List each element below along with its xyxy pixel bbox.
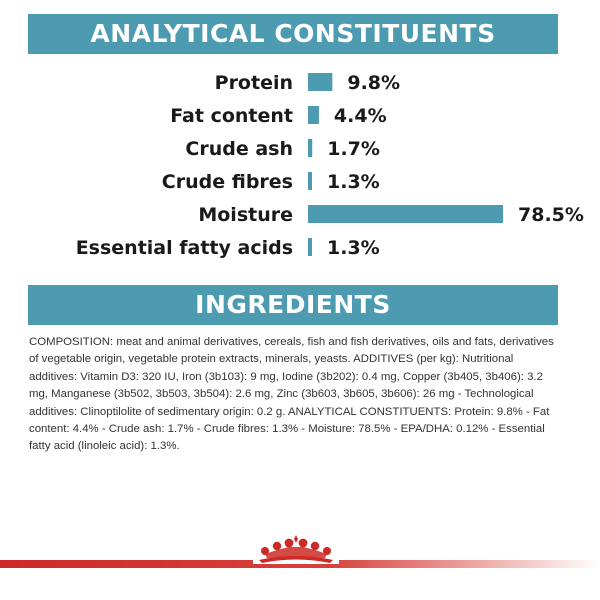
value-label-crude-ash: 1.7% bbox=[327, 138, 380, 160]
bar-moisture bbox=[308, 205, 503, 223]
ingredients-banner: INGREDIENTS bbox=[28, 285, 558, 325]
analytical-constituents-banner: ANALYTICAL CONSTITUENTS bbox=[28, 14, 558, 54]
value-label-protein: 9.8% bbox=[347, 72, 400, 94]
crown-icon bbox=[253, 535, 339, 564]
bar-crude-ash bbox=[308, 139, 313, 157]
bar-essential-fatty-acids bbox=[308, 238, 312, 256]
category-label-crude-ash: Crude ash bbox=[185, 138, 293, 160]
bar-fat-content bbox=[308, 106, 319, 124]
category-label-crude-fibres: Crude fibres bbox=[162, 171, 293, 193]
value-label-crude-fibres: 1.3% bbox=[327, 171, 380, 193]
analytical-constituents-chart: Protein 9.8% Fat content 4.4% Crude ash 1.7% C… bbox=[76, 72, 584, 259]
value-label-essential-fatty-acids: 1.3% bbox=[327, 237, 380, 259]
bar-crude-fibres bbox=[308, 172, 312, 190]
category-label-essential-fatty-acids: Essential fatty acids bbox=[76, 237, 293, 259]
composition-text: COMPOSITION: meat and animal derivatives… bbox=[29, 336, 554, 453]
footer-red-line bbox=[0, 560, 600, 568]
bar-protein bbox=[308, 73, 333, 91]
value-label-fat-content: 4.4% bbox=[334, 105, 387, 127]
category-label-moisture: Moisture bbox=[198, 204, 293, 226]
category-label-fat-content: Fat content bbox=[170, 105, 293, 127]
category-label-protein: Protein bbox=[215, 72, 293, 94]
value-label-moisture: 78.5% bbox=[518, 204, 584, 226]
